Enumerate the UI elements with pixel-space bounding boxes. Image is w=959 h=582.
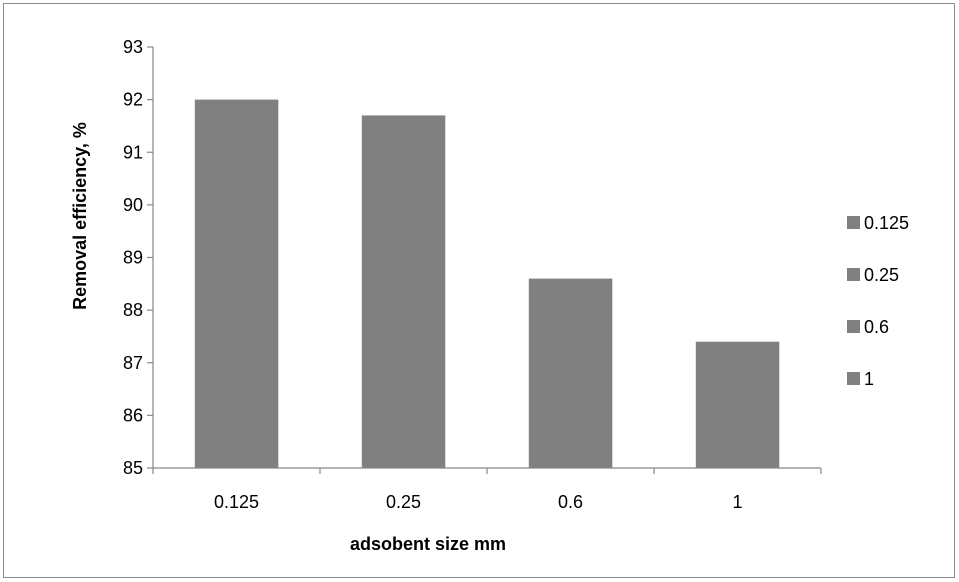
y-tick-label: 92	[123, 90, 143, 110]
bar-chart: 85 86 87 88 89 90 91 92 93 0.125 0.25 0.6 1 Removal…	[70, 37, 909, 554]
bar-0.125	[194, 99, 279, 468]
y-tick-label: 85	[123, 458, 143, 478]
bars-layer	[194, 99, 780, 469]
legend-swatch	[847, 372, 860, 385]
legend-entry-label: 0.6	[864, 317, 889, 337]
x-tick-label: 0.25	[386, 492, 421, 512]
x-tick-label: 0.6	[558, 492, 583, 512]
x-tick-label: 1	[732, 492, 742, 512]
legend-swatch	[847, 320, 860, 333]
legend-entry-label: 0.125	[864, 213, 909, 233]
bar-0.6	[528, 278, 613, 468]
y-axis-title: Removal efficiency, %	[70, 122, 90, 310]
y-tick-labels: 85 86 87 88 89 90 91 92 93	[123, 37, 143, 478]
axes-layer	[147, 46, 822, 474]
x-tick-labels: 0.125 0.25 0.6 1	[214, 492, 743, 512]
y-tick-label: 86	[123, 405, 143, 425]
legend-entry-label: 1	[864, 369, 874, 389]
legend-entry-label: 0.25	[864, 265, 899, 285]
y-tick-label: 87	[123, 353, 143, 373]
legend: 0.125 0.25 0.6 1	[847, 213, 909, 389]
y-tick-label: 93	[123, 37, 143, 57]
x-tick-label: 0.125	[214, 492, 259, 512]
y-tick-label: 90	[123, 195, 143, 215]
bar-0.25	[361, 115, 446, 469]
y-tick-label: 89	[123, 248, 143, 268]
bar-1	[695, 341, 780, 468]
y-tick-label: 91	[123, 142, 143, 162]
chart-frame: 85 86 87 88 89 90 91 92 93 0.125 0.25 0.6 1 Removal…	[3, 3, 955, 578]
y-tick-label: 88	[123, 300, 143, 320]
x-axis-title: adsobent size mm	[350, 534, 506, 554]
legend-swatch	[847, 268, 860, 281]
legend-swatch	[847, 216, 860, 229]
